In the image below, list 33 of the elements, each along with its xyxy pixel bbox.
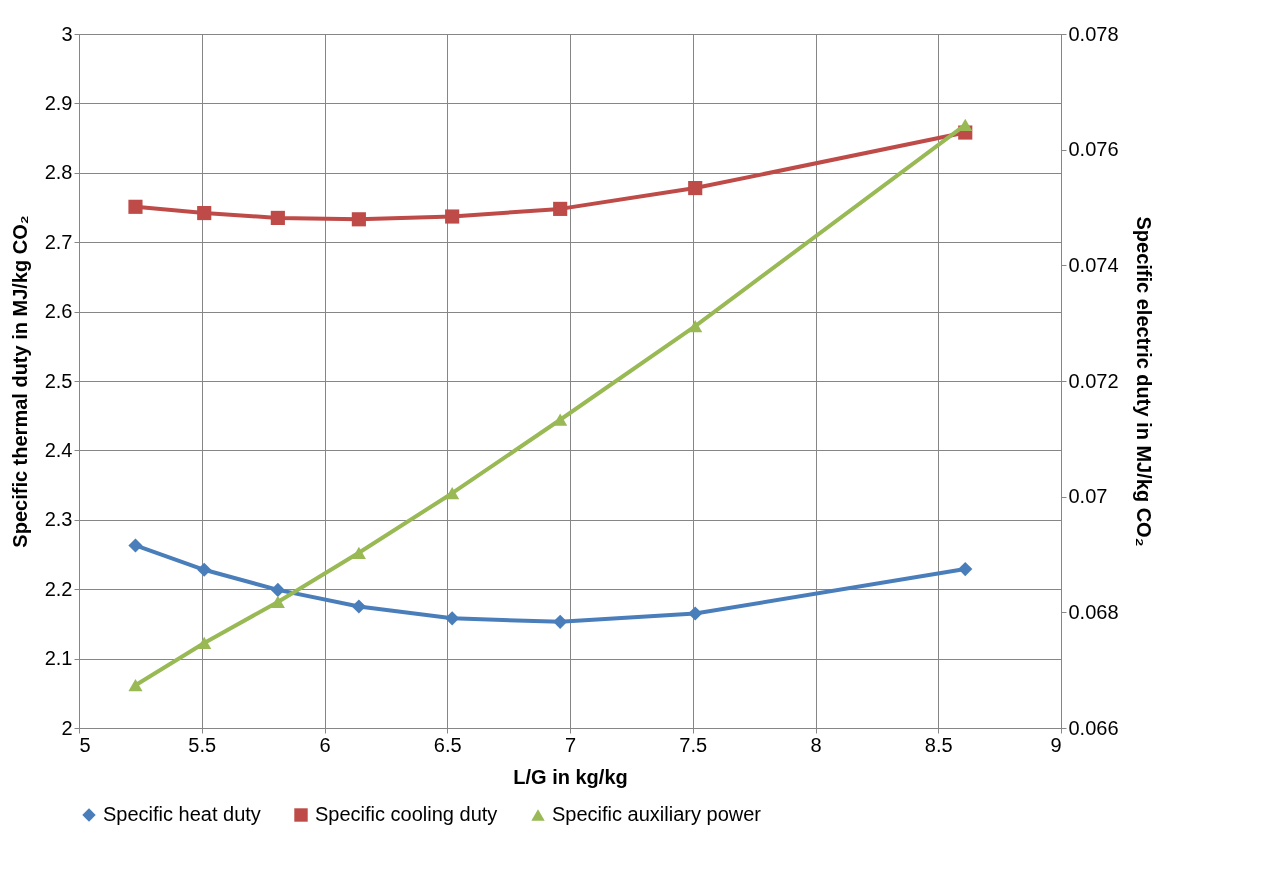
x-tick-label: 7.5 <box>679 733 708 756</box>
x-tick-label: 9 <box>1050 733 1062 756</box>
legend-label: Specific auxiliary power <box>552 803 762 825</box>
x-tick-label: 7 <box>564 733 577 756</box>
y-tick-label: 2 <box>61 716 73 739</box>
y2-tick-label: 0.066 <box>1068 716 1119 739</box>
y-tick-label: 2.3 <box>44 508 73 531</box>
y-tick-label: 2.2 <box>44 577 73 600</box>
y2-tick-label: 0.072 <box>1068 369 1119 392</box>
legend-label: Specific cooling duty <box>315 803 498 825</box>
x-tick-label: 6 <box>319 733 331 756</box>
y2-axis-title: Specific electric duty in MJ/kg CO₂ <box>1132 216 1155 547</box>
y2-tick-label: 0.068 <box>1068 600 1119 623</box>
y2-tick-label: 0.078 <box>1068 22 1119 45</box>
x-tick-label: 8.5 <box>924 733 953 756</box>
x-axis-title: L/G in kg/kg <box>513 765 628 788</box>
y-tick-label: 3 <box>61 22 73 45</box>
x-tick-label: 5.5 <box>188 733 217 756</box>
y2-tick-label: 0.074 <box>1068 253 1119 276</box>
y-tick-label: 2.7 <box>44 230 73 253</box>
y2-tick-label: 0.07 <box>1068 485 1108 508</box>
y-tick-label: 2.1 <box>44 647 73 670</box>
legend-label: Specific heat duty <box>103 803 261 825</box>
y-axis-title: Specific thermal duty in MJ/kg CO₂ <box>8 215 31 548</box>
y-tick-label: 2.6 <box>44 300 73 323</box>
x-tick-label: 8 <box>810 733 822 756</box>
y-tick-label: 2.5 <box>44 369 73 392</box>
y-tick-label: 2.9 <box>44 91 73 114</box>
y-tick-label: 2.8 <box>44 161 73 184</box>
x-tick-label: 6.5 <box>433 733 462 756</box>
x-tick-label: 5 <box>79 733 91 756</box>
y2-tick-label: 0.076 <box>1068 138 1119 161</box>
y-tick-label: 2.4 <box>44 438 73 461</box>
